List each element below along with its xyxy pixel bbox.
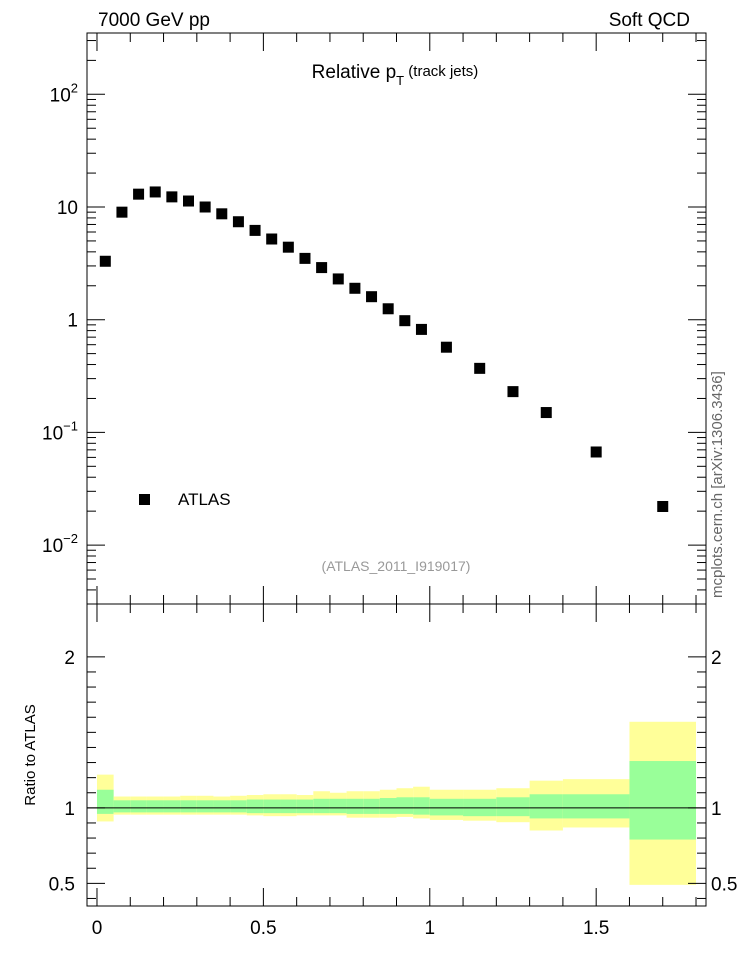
- ratio-y-tick-label-right: 1: [711, 799, 722, 820]
- data-point: [299, 252, 311, 264]
- ratio-inner-band: [96, 789, 114, 814]
- header-right: Soft QCD: [609, 10, 690, 31]
- legend: ATLAS: [139, 490, 231, 509]
- data-point: [99, 255, 111, 267]
- ratio-inner-band: [263, 799, 281, 814]
- ratio-inner-band: [429, 798, 464, 816]
- ratio-inner-band: [196, 800, 214, 813]
- ratio-y-tick-label-right: 2: [711, 648, 722, 669]
- ratio-inner-band: [396, 797, 414, 814]
- ratio-inner-band: [496, 797, 530, 817]
- ratio-inner-band: [163, 800, 181, 813]
- data-point: [540, 407, 552, 419]
- ratio-y-axis-label: Ratio to ATLAS: [22, 704, 39, 805]
- data-point: [382, 303, 394, 315]
- data-point: [332, 273, 344, 285]
- plot-title: Relative pT (track jets): [312, 62, 479, 88]
- data-point: [366, 291, 378, 303]
- data-point: [399, 315, 411, 327]
- ratio-inner-band: [246, 799, 264, 814]
- ratio-inner-band: [562, 794, 630, 819]
- data-point: [232, 216, 244, 228]
- data-point: [166, 191, 178, 203]
- main-y-tick-label: 102: [50, 80, 78, 106]
- plot-title-sub: T: [396, 73, 404, 88]
- ratio-inner-band: [113, 800, 131, 813]
- data-point: [249, 224, 261, 236]
- ratio-inner-band: [329, 798, 347, 814]
- ratio-inner-band: [296, 799, 314, 814]
- data-point: [266, 233, 278, 245]
- header-left: 7000 GeV pp: [98, 10, 210, 31]
- data-point: [149, 186, 161, 198]
- ratio-inner-band: [280, 799, 297, 814]
- data-point: [590, 446, 602, 458]
- main-frame: [86, 32, 707, 605]
- ratio-inner-band: [213, 800, 231, 813]
- ratio-frame: [86, 603, 707, 907]
- main-y-tick-label: 10−1: [42, 418, 78, 444]
- ratio-y-tick-label-right: 0.5: [711, 874, 737, 895]
- ratio-inner-band: [230, 800, 247, 813]
- x-tick-label: 1.5: [583, 918, 609, 939]
- side-label: mcplots.cern.ch [arXiv:1306.3436]: [709, 371, 726, 598]
- plot-title-main: Relative p: [312, 62, 397, 83]
- ratio-inner-band: [130, 800, 147, 813]
- data-point: [440, 341, 452, 353]
- data-point: [216, 208, 228, 220]
- main-y-tick-label: 1: [67, 311, 78, 332]
- plot-title-suffix: (track jets): [404, 63, 478, 80]
- data-point: [199, 201, 211, 213]
- ratio-y-tick-label-left: 2: [64, 648, 75, 669]
- main-y-tick-label: 10−2: [42, 531, 78, 557]
- data-point: [507, 386, 519, 398]
- main-y-tick-label: 10: [57, 198, 78, 219]
- data-point: [116, 206, 128, 218]
- ratio-inner-band: [146, 800, 164, 813]
- legend-marker: [139, 494, 150, 505]
- data-point: [474, 362, 486, 374]
- ratio-inner-band: [379, 798, 397, 814]
- ratio-inner-band: [180, 800, 197, 813]
- ratio-inner-band: [363, 798, 380, 814]
- data-point: [316, 262, 328, 274]
- data-point: [415, 323, 427, 335]
- data-point: [133, 188, 145, 200]
- ratio-inner-band: [346, 798, 364, 814]
- data-point: [349, 282, 361, 294]
- ratio-inner-band: [413, 797, 430, 815]
- ratio-y-tick-label-left: 0.5: [49, 874, 75, 895]
- x-tick-label: 1: [424, 918, 435, 939]
- x-tick-label: 0.5: [250, 918, 276, 939]
- ratio-inner-band: [313, 798, 330, 814]
- x-tick-label: 0: [92, 918, 103, 939]
- ratio-y-tick-label-left: 1: [64, 799, 75, 820]
- data-point: [183, 195, 195, 207]
- ratio-inner-band: [529, 794, 563, 819]
- data-point: [657, 500, 669, 512]
- analysis-label: (ATLAS_2011_I919017): [322, 558, 471, 574]
- data-point: [282, 241, 294, 253]
- legend-label: ATLAS: [178, 490, 231, 509]
- ratio-inner-band: [629, 761, 697, 840]
- ratio-panel: 0.5 0.5 1 1 2 2 0 0.5 1 1.5 Ratio to ATLAS: [22, 603, 737, 939]
